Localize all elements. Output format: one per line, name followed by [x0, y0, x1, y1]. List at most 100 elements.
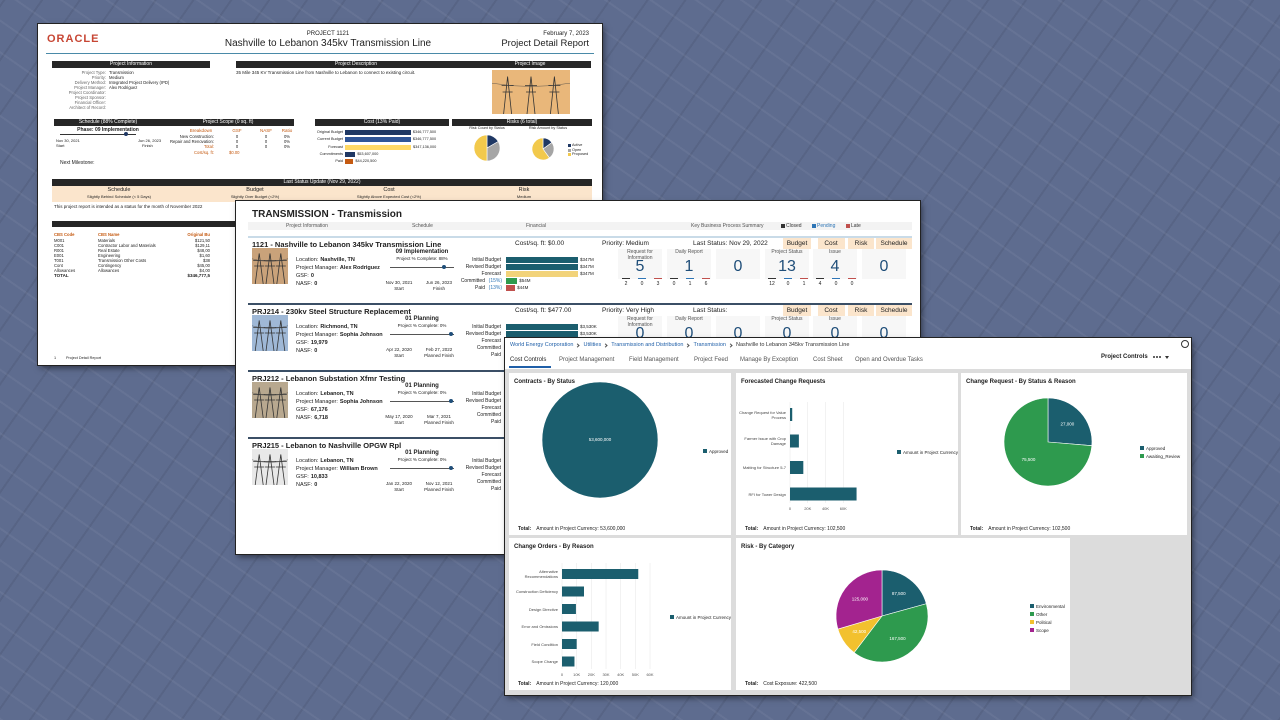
menu-dot[interactable] [1153, 356, 1155, 358]
field-value: 19,979 [310, 340, 328, 346]
bar [790, 434, 799, 448]
financial-bar [506, 271, 578, 277]
bar [562, 621, 599, 632]
kbp-tab[interactable]: Cost [824, 240, 838, 247]
start-label: Start [394, 487, 404, 492]
timeline [60, 134, 136, 135]
kbp-count[interactable]: 4 [830, 258, 840, 275]
report-date: February 7, 2023 [543, 31, 589, 37]
field-value: 0 [314, 482, 318, 488]
financial-value: $3,530K [580, 331, 597, 336]
info-value: Alex Rodriguez [109, 85, 138, 90]
menu-caret[interactable] [1165, 356, 1169, 359]
financial-label: Committed [476, 479, 501, 485]
percent-complete: Project % Complete: 0% [397, 323, 447, 328]
kbp-label: Daily Report [675, 316, 703, 322]
panel-footer: Cost Exposure: 422,500 [763, 681, 817, 687]
kbp-count[interactable]: 0 [879, 325, 889, 342]
legend-swatch [703, 449, 707, 453]
info-label: Project Sponsor: [75, 95, 106, 100]
tab-bg [818, 305, 845, 316]
risk-amount-pie [531, 137, 555, 161]
tab[interactable]: Cost Controls [510, 357, 547, 363]
legend-swatch [1030, 628, 1034, 632]
panel: Contracts - By Status Total: Amount in Pro… [509, 373, 731, 535]
start-label: Start [394, 420, 404, 425]
kbp-count[interactable]: 5 [635, 258, 645, 275]
kbp-count[interactable]: 0 [879, 258, 889, 275]
kbp-count[interactable]: 13 [778, 258, 796, 275]
section-heading: Schedule (88% Complete) [54, 119, 162, 126]
financial-label: Paid [474, 285, 485, 291]
panel-title: Change Orders - By Reason [514, 544, 594, 550]
kbp-tab[interactable]: Cost [824, 307, 838, 314]
menu[interactable]: Project Controls [1101, 354, 1148, 360]
phase: 01 Planning [405, 316, 439, 322]
menu-dot[interactable] [1159, 356, 1161, 358]
row-separator [248, 303, 912, 305]
status-band [52, 186, 592, 202]
kbp-cell [813, 249, 857, 279]
column-header-band [248, 222, 912, 230]
bar [562, 604, 576, 614]
financial-label: Forecast [481, 472, 501, 478]
section-heading: Risks (6 total) [452, 119, 592, 126]
kbp-count[interactable]: 0 [635, 325, 645, 342]
tab[interactable]: Field Management [629, 357, 679, 363]
start-date: Apr 22, 2020 [386, 347, 412, 352]
kbp-cell [716, 249, 760, 279]
tab[interactable]: Manage By Exception [740, 357, 799, 363]
financial-label: Initial Budget [472, 324, 501, 330]
legend-label: Amount in Project Currency [676, 614, 732, 620]
breadcrumb[interactable]: Transmission and Distribution [611, 342, 684, 348]
breadcrumb[interactable]: World Energy Corporation [510, 342, 574, 348]
breadcrumb[interactable]: Utilities [583, 342, 602, 348]
financial-bar [506, 278, 518, 284]
legend-swatch [670, 615, 674, 619]
kbp-sub-bar [816, 278, 824, 279]
help-icon[interactable] [1181, 340, 1189, 348]
financial-bar [506, 324, 578, 330]
kbp-tab[interactable]: Risk [854, 240, 868, 247]
x-tick-label: 0 [560, 672, 564, 677]
financial-label: Committed [476, 345, 501, 351]
cost-bar [345, 159, 354, 165]
breadcrumb[interactable]: Transmission [693, 342, 726, 348]
kbp-tab[interactable]: Risk [854, 307, 868, 314]
kbp-count[interactable]: 0 [782, 325, 792, 342]
financial-value: $347M [580, 257, 594, 262]
kbp-count[interactable]: 0 [830, 325, 840, 342]
kbp-tab[interactable]: Budget [786, 240, 808, 247]
status-title: Schedule [107, 187, 131, 193]
x-tick-label: 30K [602, 672, 610, 677]
project-name[interactable]: PRJ215 - Lebanon to Nashville OPGW Rpl [252, 441, 402, 450]
financial-bar [506, 264, 578, 270]
menu-dot[interactable] [1156, 356, 1158, 358]
start-date: May 17, 2020 [385, 414, 413, 419]
project-name[interactable]: PRJ212 - Lebanon Substation Xfmr Testing [252, 374, 406, 383]
kbp-count[interactable]: 0 [733, 258, 743, 275]
status-title: Cost [383, 187, 395, 193]
tab[interactable]: Cost Sheet [813, 357, 843, 363]
kbp-tab[interactable]: Budget [786, 307, 808, 314]
financial-label: Forecast [481, 271, 501, 277]
tab-underline [509, 366, 551, 368]
project-name[interactable]: PRJ214 - 230kv Steel Structure Replaceme… [252, 307, 411, 316]
tab[interactable]: Project Feed [694, 357, 729, 363]
slice-label: 125,000 [852, 597, 869, 602]
project-name[interactable]: 1121 - Nashville to Lebanon 345kv Transm… [252, 240, 442, 249]
panel-title: Change Request - By Status & Reason [966, 379, 1076, 385]
timeline-dot [449, 332, 453, 336]
tab[interactable]: Open and Overdue Tasks [855, 357, 923, 363]
tab[interactable]: Project Management [559, 357, 615, 363]
financial-label: Initial Budget [472, 391, 501, 397]
column-header: Key Business Process Summary [691, 223, 764, 229]
kbp-tab[interactable]: Schedule [880, 307, 908, 314]
bar [790, 408, 793, 421]
cost-value-label: $44,220,500 [355, 159, 377, 164]
kbp-tab[interactable]: Schedule [880, 240, 908, 247]
kbp-count[interactable]: 1 [684, 258, 694, 275]
kbp-count[interactable]: 0 [733, 325, 743, 342]
kbp-count[interactable]: 0 [684, 325, 694, 342]
tab-bg [876, 238, 912, 249]
